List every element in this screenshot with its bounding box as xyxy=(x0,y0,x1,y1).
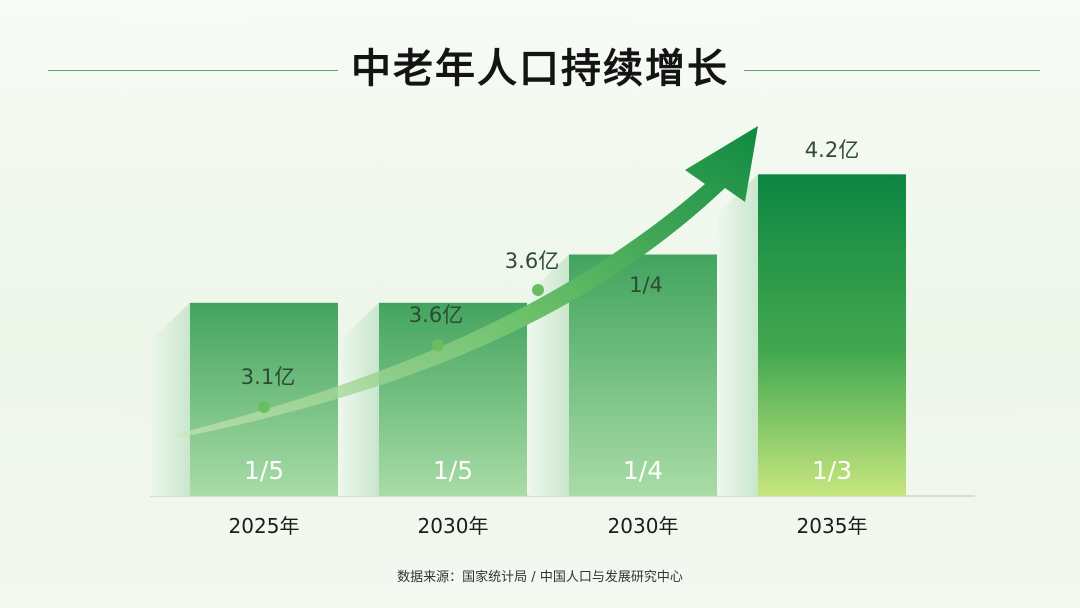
bar-4 xyxy=(758,174,906,496)
title-rule-right xyxy=(744,70,1040,71)
page-title: 中老年人口持续增长 xyxy=(351,46,729,92)
bar-label-3: 1/4 xyxy=(623,456,663,485)
trend-label-4: 4.2亿 xyxy=(805,138,859,162)
title-rule-left xyxy=(48,70,338,71)
trend-point-2 xyxy=(432,339,444,351)
bar-label-1: 1/5 xyxy=(244,456,284,485)
trend-label-2: 3.6亿 xyxy=(409,303,463,327)
x-tick-label-2: 2030年 xyxy=(418,514,489,538)
trend-point-1 xyxy=(258,401,270,413)
trend-point-3 xyxy=(532,284,544,296)
x-tick-label-4: 2035年 xyxy=(797,514,868,538)
x-tick-label-1: 2025年 xyxy=(229,514,300,538)
x-tick-label-3: 2030年 xyxy=(608,514,679,538)
data-source: 数据来源：国家统计局 / 中国人口与发展研究中心 xyxy=(397,570,683,585)
trend-label-3: 3.6亿 xyxy=(505,249,559,273)
trend-label-1: 3.1亿 xyxy=(241,365,295,389)
bar-side-4 xyxy=(718,174,758,496)
bar-side-2 xyxy=(339,302,379,496)
bar-label-2: 1/5 xyxy=(433,456,473,485)
bar-label-4: 1/3 xyxy=(812,456,852,485)
bar-side-1 xyxy=(150,302,190,496)
secondary-label: 1/4 xyxy=(629,273,663,297)
bar-3 xyxy=(569,254,717,496)
